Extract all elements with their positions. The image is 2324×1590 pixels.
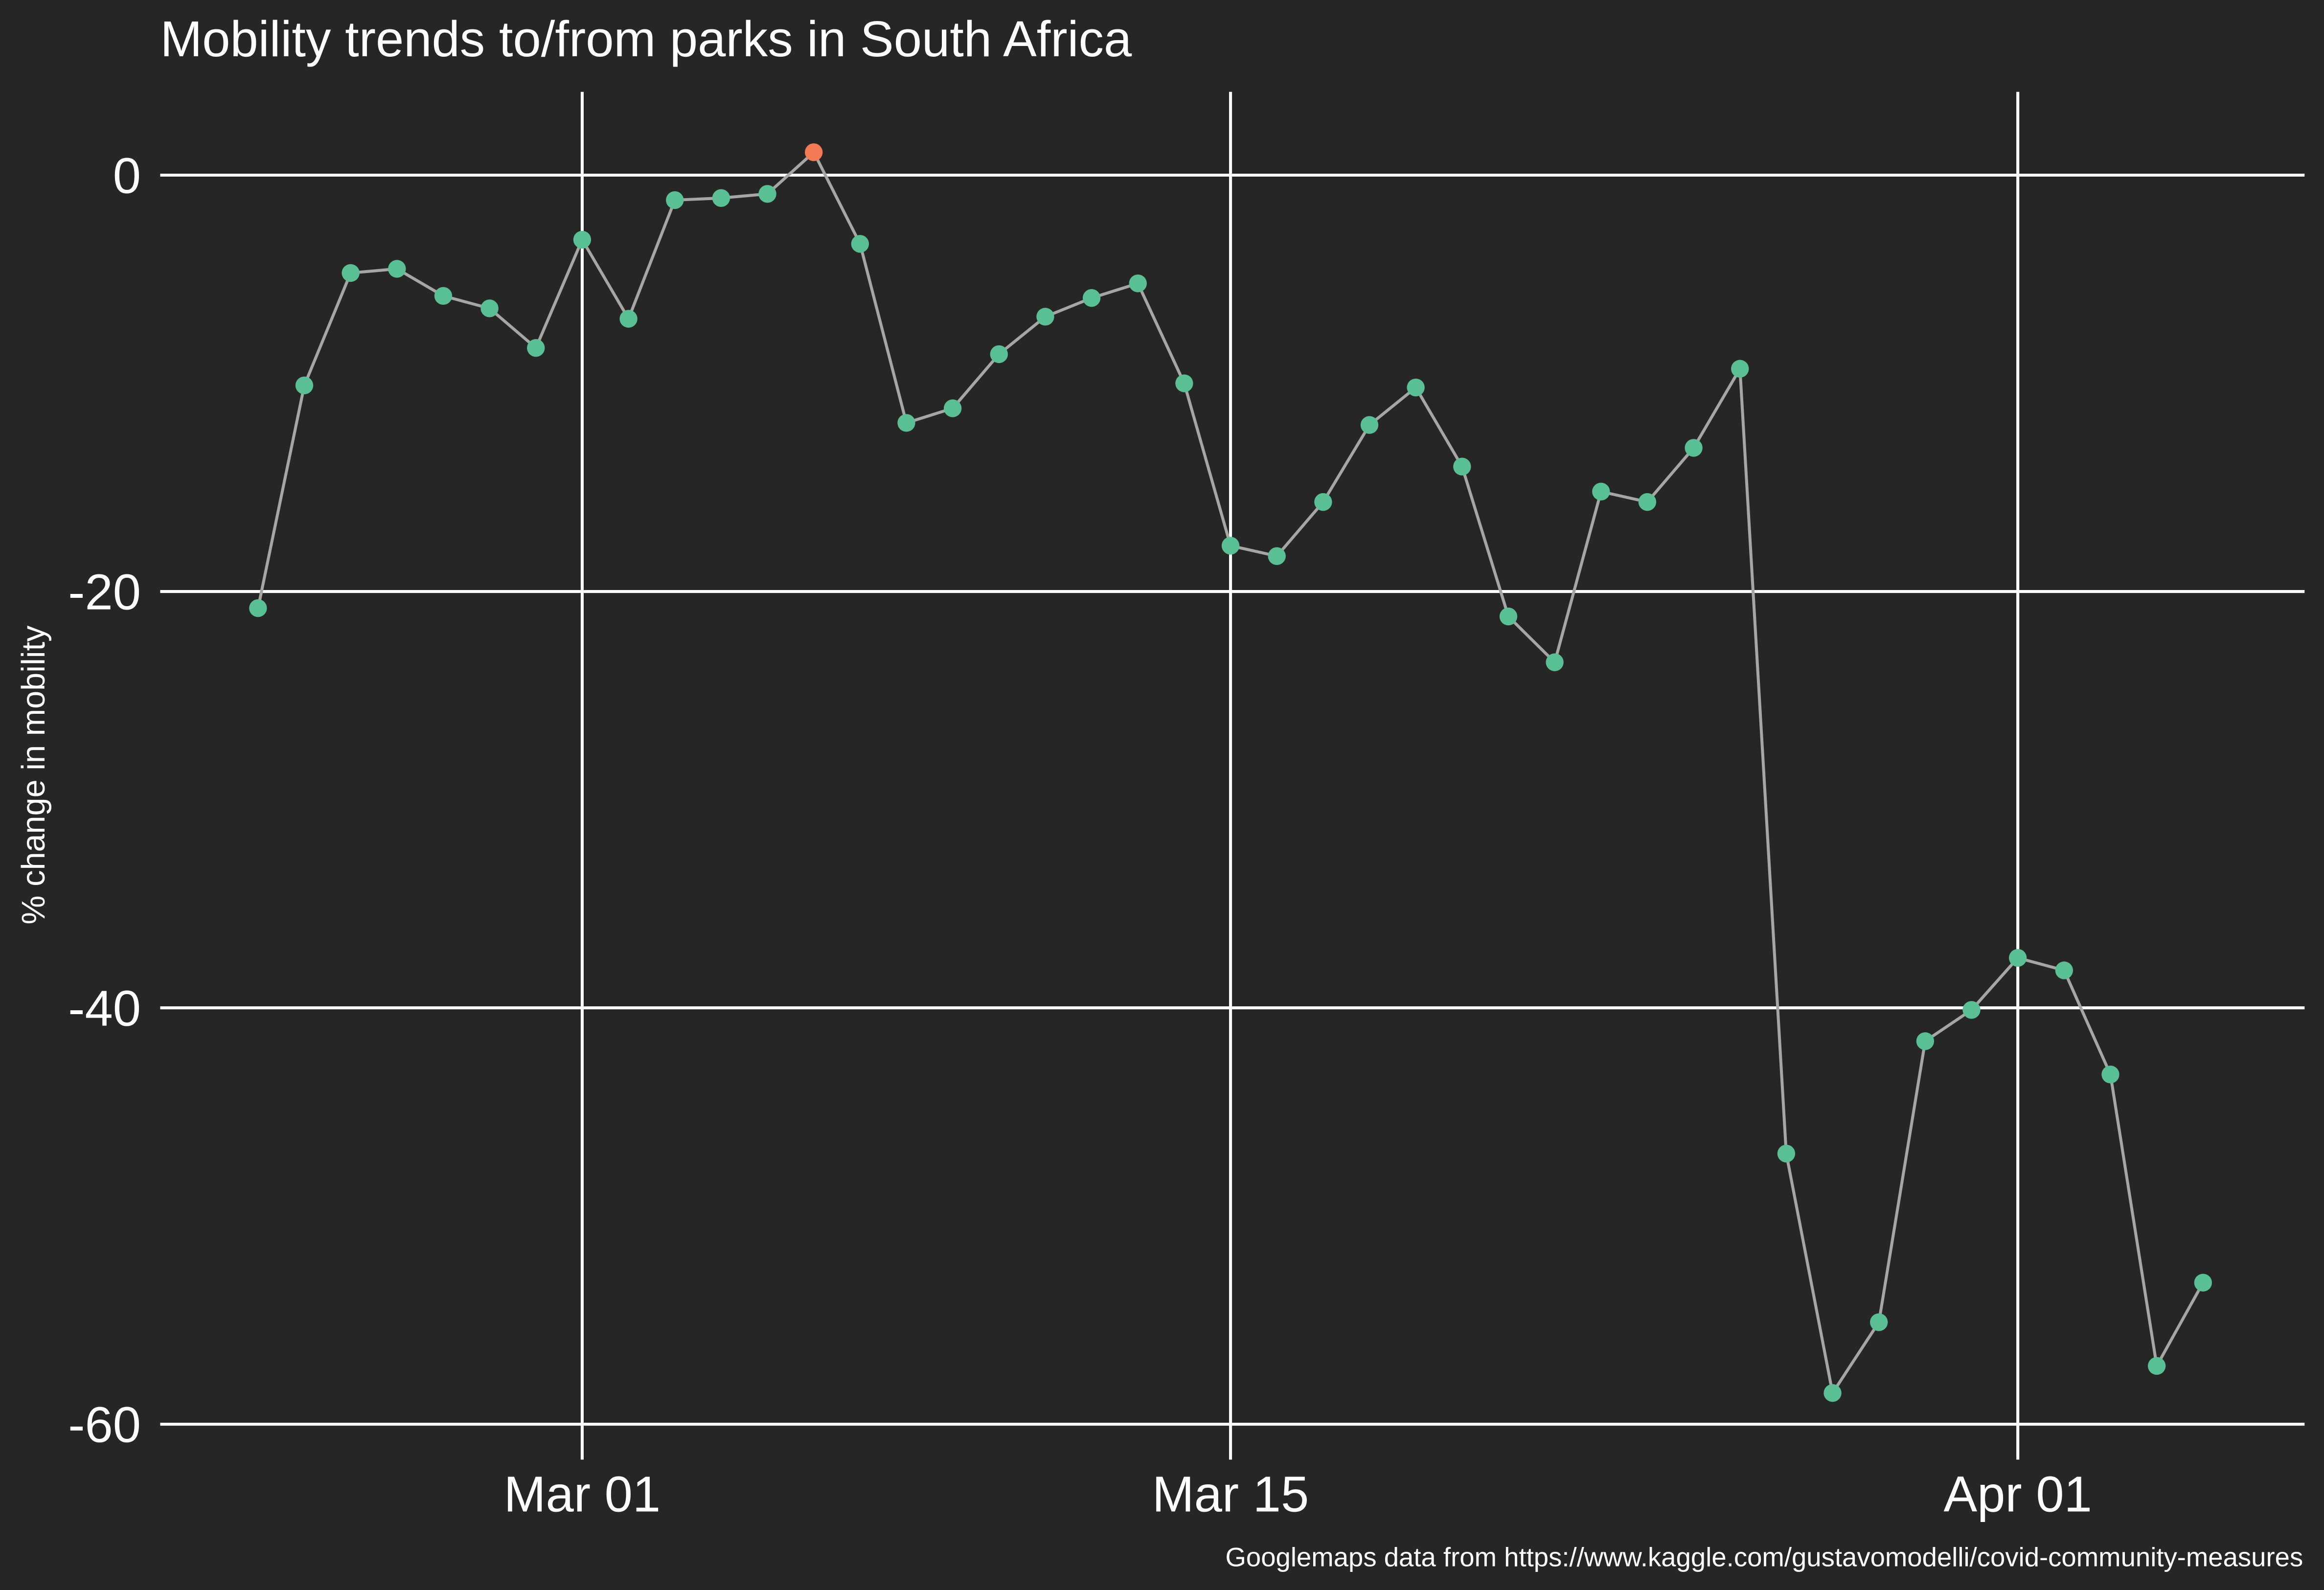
point xyxy=(2147,1357,2166,1375)
y-tick-label: -60 xyxy=(68,1396,141,1453)
point xyxy=(1268,547,1286,565)
x-tick-label: Mar 15 xyxy=(1152,1466,1309,1522)
point xyxy=(851,235,869,253)
point xyxy=(1916,1032,1935,1050)
y-axis-title: % change in mobility xyxy=(16,625,52,925)
point xyxy=(943,399,962,417)
point xyxy=(1175,374,1193,392)
point xyxy=(1777,1144,1796,1163)
point xyxy=(2101,1066,2119,1084)
point xyxy=(1129,274,1147,293)
point xyxy=(1314,493,1332,511)
point xyxy=(1546,653,1564,671)
point xyxy=(1823,1384,1842,1402)
point xyxy=(805,143,823,161)
caption: Googlemaps data from https://www.kaggle.… xyxy=(1225,1543,2303,1572)
point xyxy=(1360,416,1379,434)
point xyxy=(1407,378,1425,397)
point xyxy=(342,264,360,282)
point xyxy=(295,376,314,394)
point xyxy=(527,339,545,357)
point xyxy=(2055,961,2073,979)
point xyxy=(573,230,592,249)
point xyxy=(758,185,776,203)
point xyxy=(1499,607,1518,626)
point xyxy=(1638,493,1657,511)
point xyxy=(619,310,638,328)
chart-title: Mobility trends to/from parks in South A… xyxy=(160,11,1132,67)
point xyxy=(1962,1001,1981,1019)
point xyxy=(2194,1273,2212,1292)
y-tick-label: -20 xyxy=(68,564,141,620)
point xyxy=(1731,360,1749,378)
point xyxy=(388,260,406,278)
point xyxy=(1221,537,1240,555)
point xyxy=(2009,949,2027,967)
point xyxy=(712,189,730,207)
point xyxy=(666,191,684,209)
point xyxy=(249,599,267,617)
point xyxy=(897,414,915,432)
point xyxy=(1453,457,1471,476)
point xyxy=(480,299,499,318)
point xyxy=(1685,439,1703,457)
point xyxy=(434,287,453,305)
point xyxy=(990,345,1008,363)
y-tick-label: -40 xyxy=(68,980,141,1036)
point xyxy=(1870,1313,1888,1331)
x-tick-label: Apr 01 xyxy=(1943,1466,2092,1522)
point xyxy=(1036,308,1054,326)
y-tick-label: 0 xyxy=(113,147,141,204)
point xyxy=(1592,482,1610,500)
point xyxy=(1082,289,1101,307)
x-tick-label: Mar 01 xyxy=(504,1466,661,1522)
